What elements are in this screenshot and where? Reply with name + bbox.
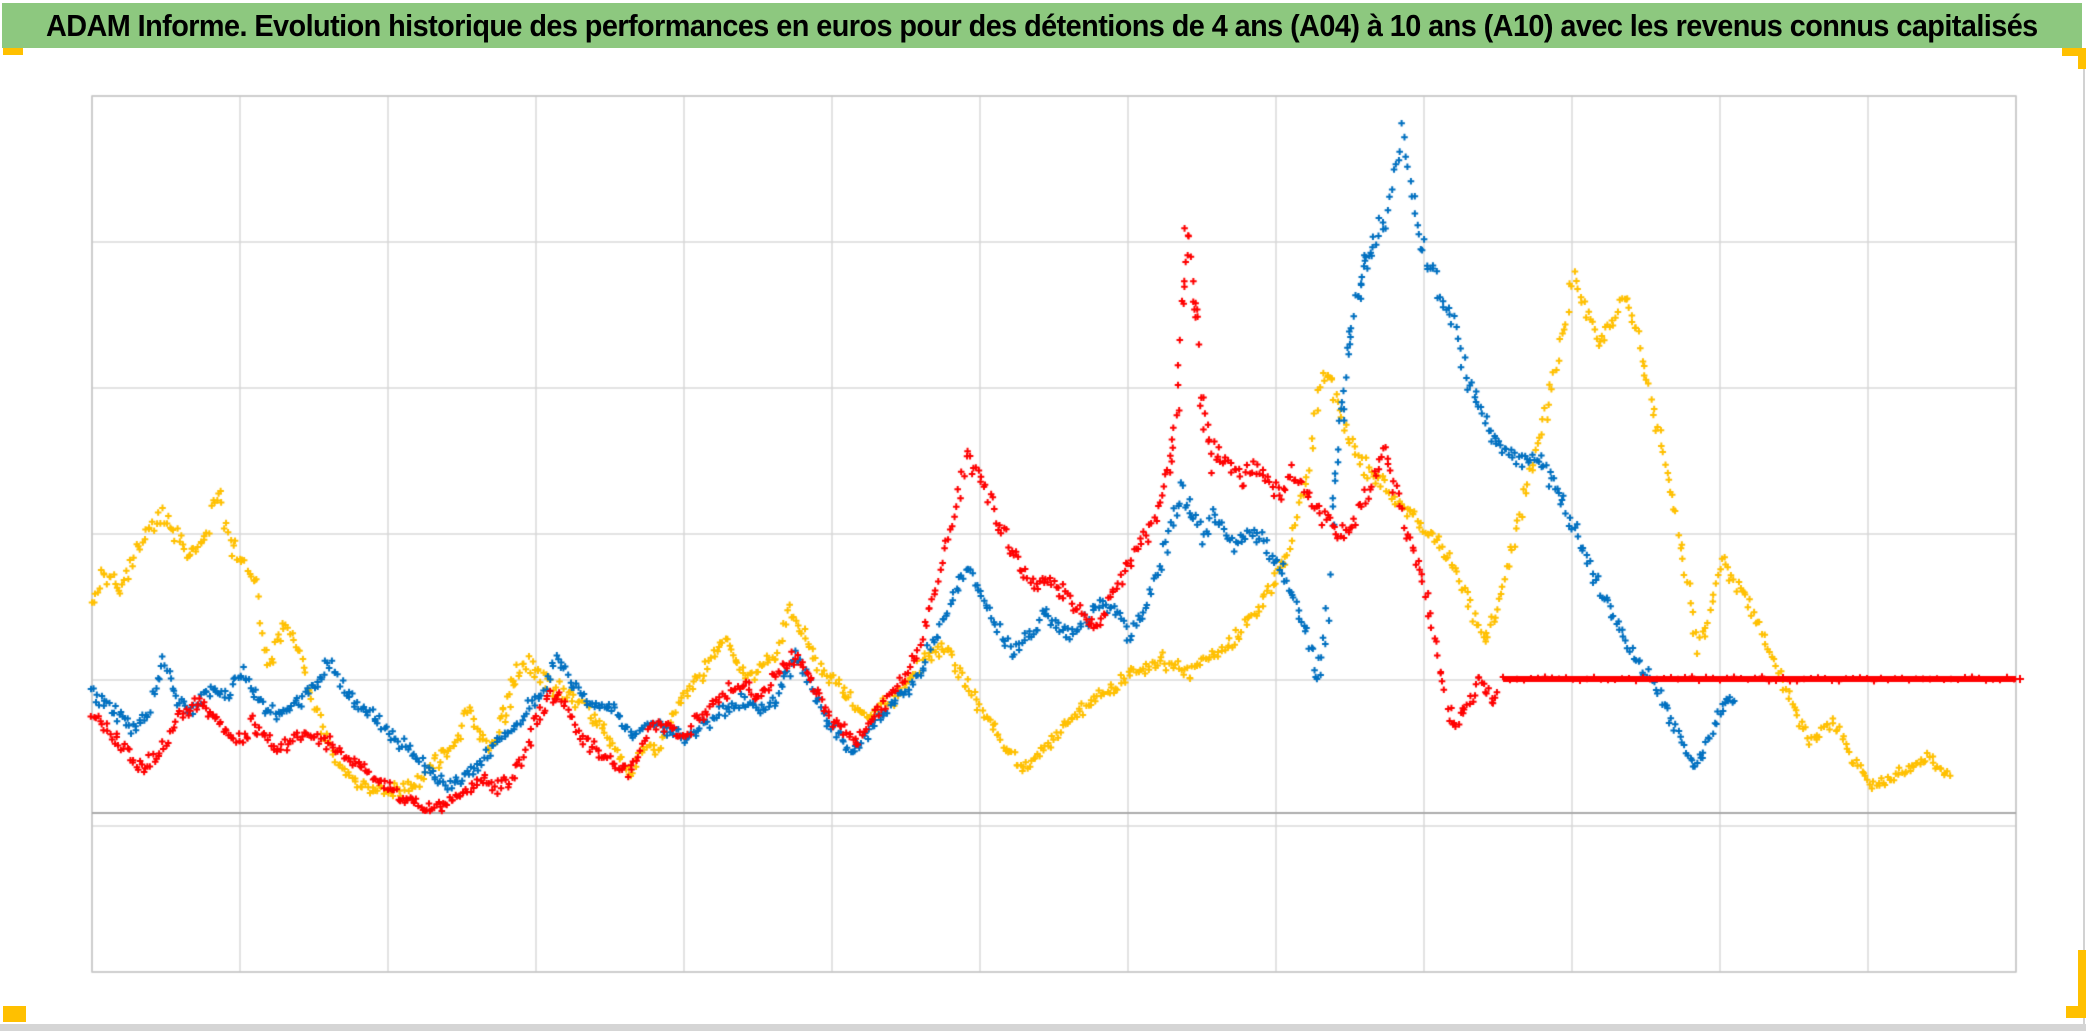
- selection-corner-top-right-vertical: [2078, 48, 2086, 69]
- selection-corner-bottom-left: [3, 1006, 26, 1022]
- selection-corner-bottom-right-vertical: [2078, 950, 2086, 1018]
- selection-corner-bottom-right: [2066, 1006, 2086, 1018]
- selection-corner-top-left: [3, 48, 23, 55]
- chart-object-right-border: [2083, 66, 2085, 1024]
- selection-corner-top-right: [2062, 48, 2086, 56]
- bottom-edge-bar: [0, 1024, 2086, 1031]
